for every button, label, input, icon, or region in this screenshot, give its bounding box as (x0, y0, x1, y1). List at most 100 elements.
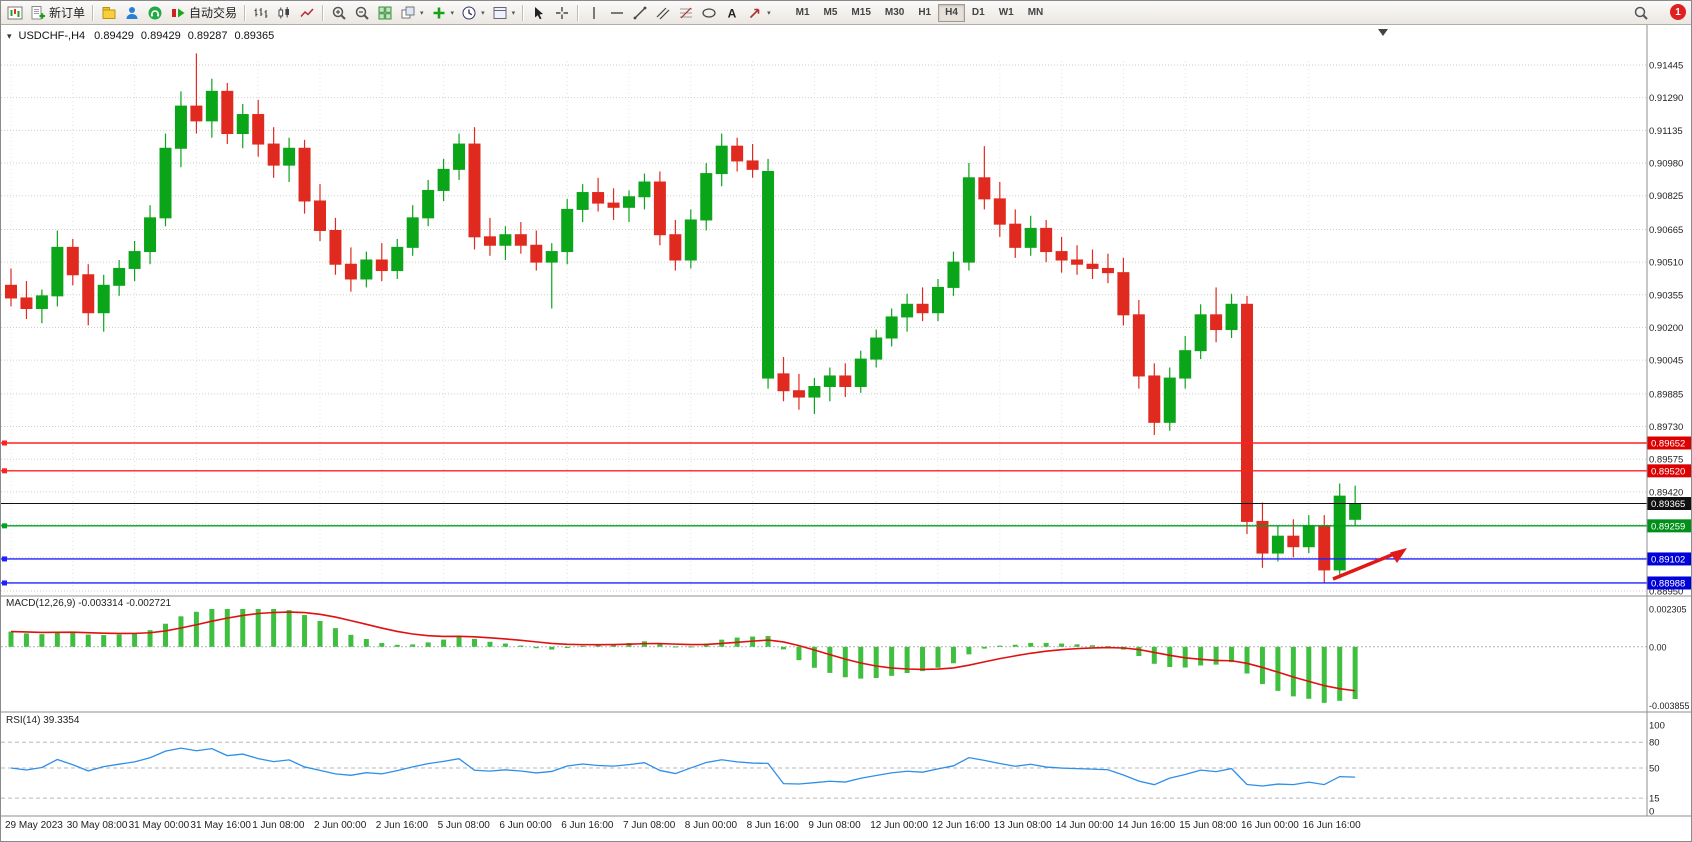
vertical-line-button[interactable] (583, 3, 605, 23)
time-axis[interactable]: 29 May 2023 30 May 08:00 31 May 00:00 31 Ma… (5, 820, 1361, 831)
auto-trading-button[interactable]: 自动交易 (167, 3, 240, 23)
crosshair-button[interactable] (551, 3, 573, 23)
timeframe-w1-button[interactable]: W1 (992, 4, 1021, 22)
horizontal-line-button[interactable] (606, 3, 628, 23)
new-chart-icon (7, 5, 23, 21)
text-label-button[interactable]: A (721, 3, 743, 23)
toolbar: 新订单 自动交易 ▾ ▾ ▾ ▾ A ▾ M1 M5 M15 M30 H1 H4 D1 W1 MN (1, 1, 1691, 25)
chart-area[interactable]: 0.91445 0.91290 0.91135 0.90980 0.90825 0.906… (1, 25, 1692, 842)
candlesticks (5, 53, 1362, 583)
profile-button[interactable] (121, 3, 143, 23)
shapes-button[interactable] (698, 3, 720, 23)
svg-text:0.89420: 0.89420 (1649, 487, 1683, 498)
bars-chart-button[interactable] (250, 3, 272, 23)
macd-panel: 0.002305 0.00 -0.003855 (1, 605, 1690, 711)
svg-text:2 Jun 00:00: 2 Jun 00:00 (314, 820, 367, 831)
svg-text:0.89520: 0.89520 (1651, 466, 1685, 477)
svg-text:0.89365: 0.89365 (1651, 499, 1685, 510)
chart-window: 0.91445 0.91290 0.91135 0.90980 0.90825 0.906… (1, 25, 1692, 842)
svg-text:12 Jun 16:00: 12 Jun 16:00 (932, 820, 990, 831)
line-chart-button[interactable] (296, 3, 318, 23)
timeframe-m5-button[interactable]: M5 (817, 4, 845, 22)
grid (1, 61, 1647, 592)
timeframe-h4-button[interactable]: H4 (938, 3, 965, 22)
templates-button[interactable]: ▾ (489, 3, 519, 23)
auto-trading-label: 自动交易 (189, 6, 238, 20)
candles-chart-icon (276, 5, 292, 21)
svg-text:8 Jun 00:00: 8 Jun 00:00 (685, 820, 738, 831)
caret-down-icon: ▾ (511, 9, 516, 17)
new-chart-button[interactable] (4, 3, 26, 23)
svg-text:5 Jun 08:00: 5 Jun 08:00 (438, 820, 491, 831)
app-box-button[interactable] (98, 3, 120, 23)
toolbar-separator (522, 4, 525, 21)
periods-icon (461, 5, 477, 21)
equidistant-channel-button[interactable] (652, 3, 674, 23)
chart-menu-icon[interactable]: ▾ (7, 30, 12, 41)
trend-line-icon (632, 5, 648, 21)
panel-dividers[interactable] (1, 25, 1692, 817)
fibonacci-button[interactable] (675, 3, 697, 23)
arrow-objects-icon (747, 5, 763, 21)
profile-icon (124, 5, 140, 21)
timeframe-m30-button[interactable]: M30 (878, 4, 911, 22)
svg-text:16 Jun 00:00: 16 Jun 00:00 (1241, 820, 1299, 831)
rsi-label: RSI(14) 39.3354 (6, 715, 80, 726)
timeframe-m15-button[interactable]: M15 (844, 4, 877, 22)
indicators-button[interactable]: ▾ (428, 3, 458, 23)
ohlc-open: 0.89429 (94, 30, 134, 42)
hline-handle[interactable] (2, 523, 7, 529)
candles-chart-button[interactable] (273, 3, 295, 23)
price-tag (1647, 497, 1691, 511)
price-tags: 0.89652 0.89520 0.89365 0.89259 0.89102 0.889… (1647, 436, 1691, 590)
shapes-icon (701, 5, 717, 21)
svg-text:0.89259: 0.89259 (1651, 521, 1685, 532)
templates-icon (492, 5, 508, 21)
toolbar-separator (244, 4, 247, 21)
new-order-button[interactable]: 新订单 (27, 3, 88, 23)
price-tag (1647, 436, 1691, 450)
timeframe-h1-button[interactable]: H1 (911, 4, 938, 22)
svg-text:9 Jun 08:00: 9 Jun 08:00 (808, 820, 861, 831)
zoom-in-button[interactable] (328, 3, 350, 23)
rsi-panel: 100 80 50 15 0 (1, 721, 1665, 818)
chart-shift-marker[interactable] (1378, 29, 1388, 36)
price-axis[interactable]: 0.91445 0.91290 0.91135 0.90980 0.90825 0.906… (1649, 61, 1683, 598)
hline-handle[interactable] (2, 440, 7, 446)
svg-text:6 Jun 00:00: 6 Jun 00:00 (499, 820, 552, 831)
new-order-label: 新订单 (49, 6, 86, 20)
svg-text:15 Jun 08:00: 15 Jun 08:00 (1179, 820, 1237, 831)
hline-handle[interactable] (2, 556, 7, 562)
fibonacci-icon (678, 5, 694, 21)
arrange-windows-button[interactable]: ▾ (397, 3, 427, 23)
svg-text:0.88950: 0.88950 (1649, 586, 1683, 597)
periods-button[interactable]: ▾ (458, 3, 488, 23)
trend-arrow-annotation[interactable] (1332, 548, 1407, 581)
caret-down-icon: ▾ (767, 9, 771, 17)
cursor-button[interactable] (528, 3, 550, 23)
arrow-objects-button[interactable]: ▾ (744, 3, 774, 23)
community-button[interactable] (144, 3, 166, 23)
svg-text:0.91135: 0.91135 (1649, 126, 1683, 137)
price-tag (1647, 552, 1691, 566)
caret-down-icon: ▾ (450, 9, 455, 17)
timeframe-mn-button[interactable]: MN (1021, 4, 1051, 22)
hline-handle[interactable] (2, 468, 7, 474)
tile-windows-button[interactable] (374, 3, 396, 23)
timeframe-d1-button[interactable]: D1 (965, 4, 992, 22)
svg-text:50: 50 (1649, 764, 1660, 775)
app-box-icon (101, 5, 117, 21)
svg-text:14 Jun 16:00: 14 Jun 16:00 (1117, 820, 1175, 831)
notification-badge[interactable]: 1 (1670, 4, 1686, 20)
svg-text:0.90200: 0.90200 (1649, 323, 1683, 334)
hline-handle[interactable] (2, 580, 7, 586)
trend-line-button[interactable] (629, 3, 651, 23)
search-button[interactable] (1630, 3, 1652, 23)
svg-text:80: 80 (1649, 738, 1660, 749)
ohlc-close: 0.89365 (234, 30, 275, 42)
timeframe-m1-button[interactable]: M1 (789, 4, 817, 22)
svg-text:7 Jun 08:00: 7 Jun 08:00 (623, 820, 676, 831)
zoom-out-button[interactable] (351, 3, 373, 23)
arrange-windows-icon (400, 5, 416, 21)
